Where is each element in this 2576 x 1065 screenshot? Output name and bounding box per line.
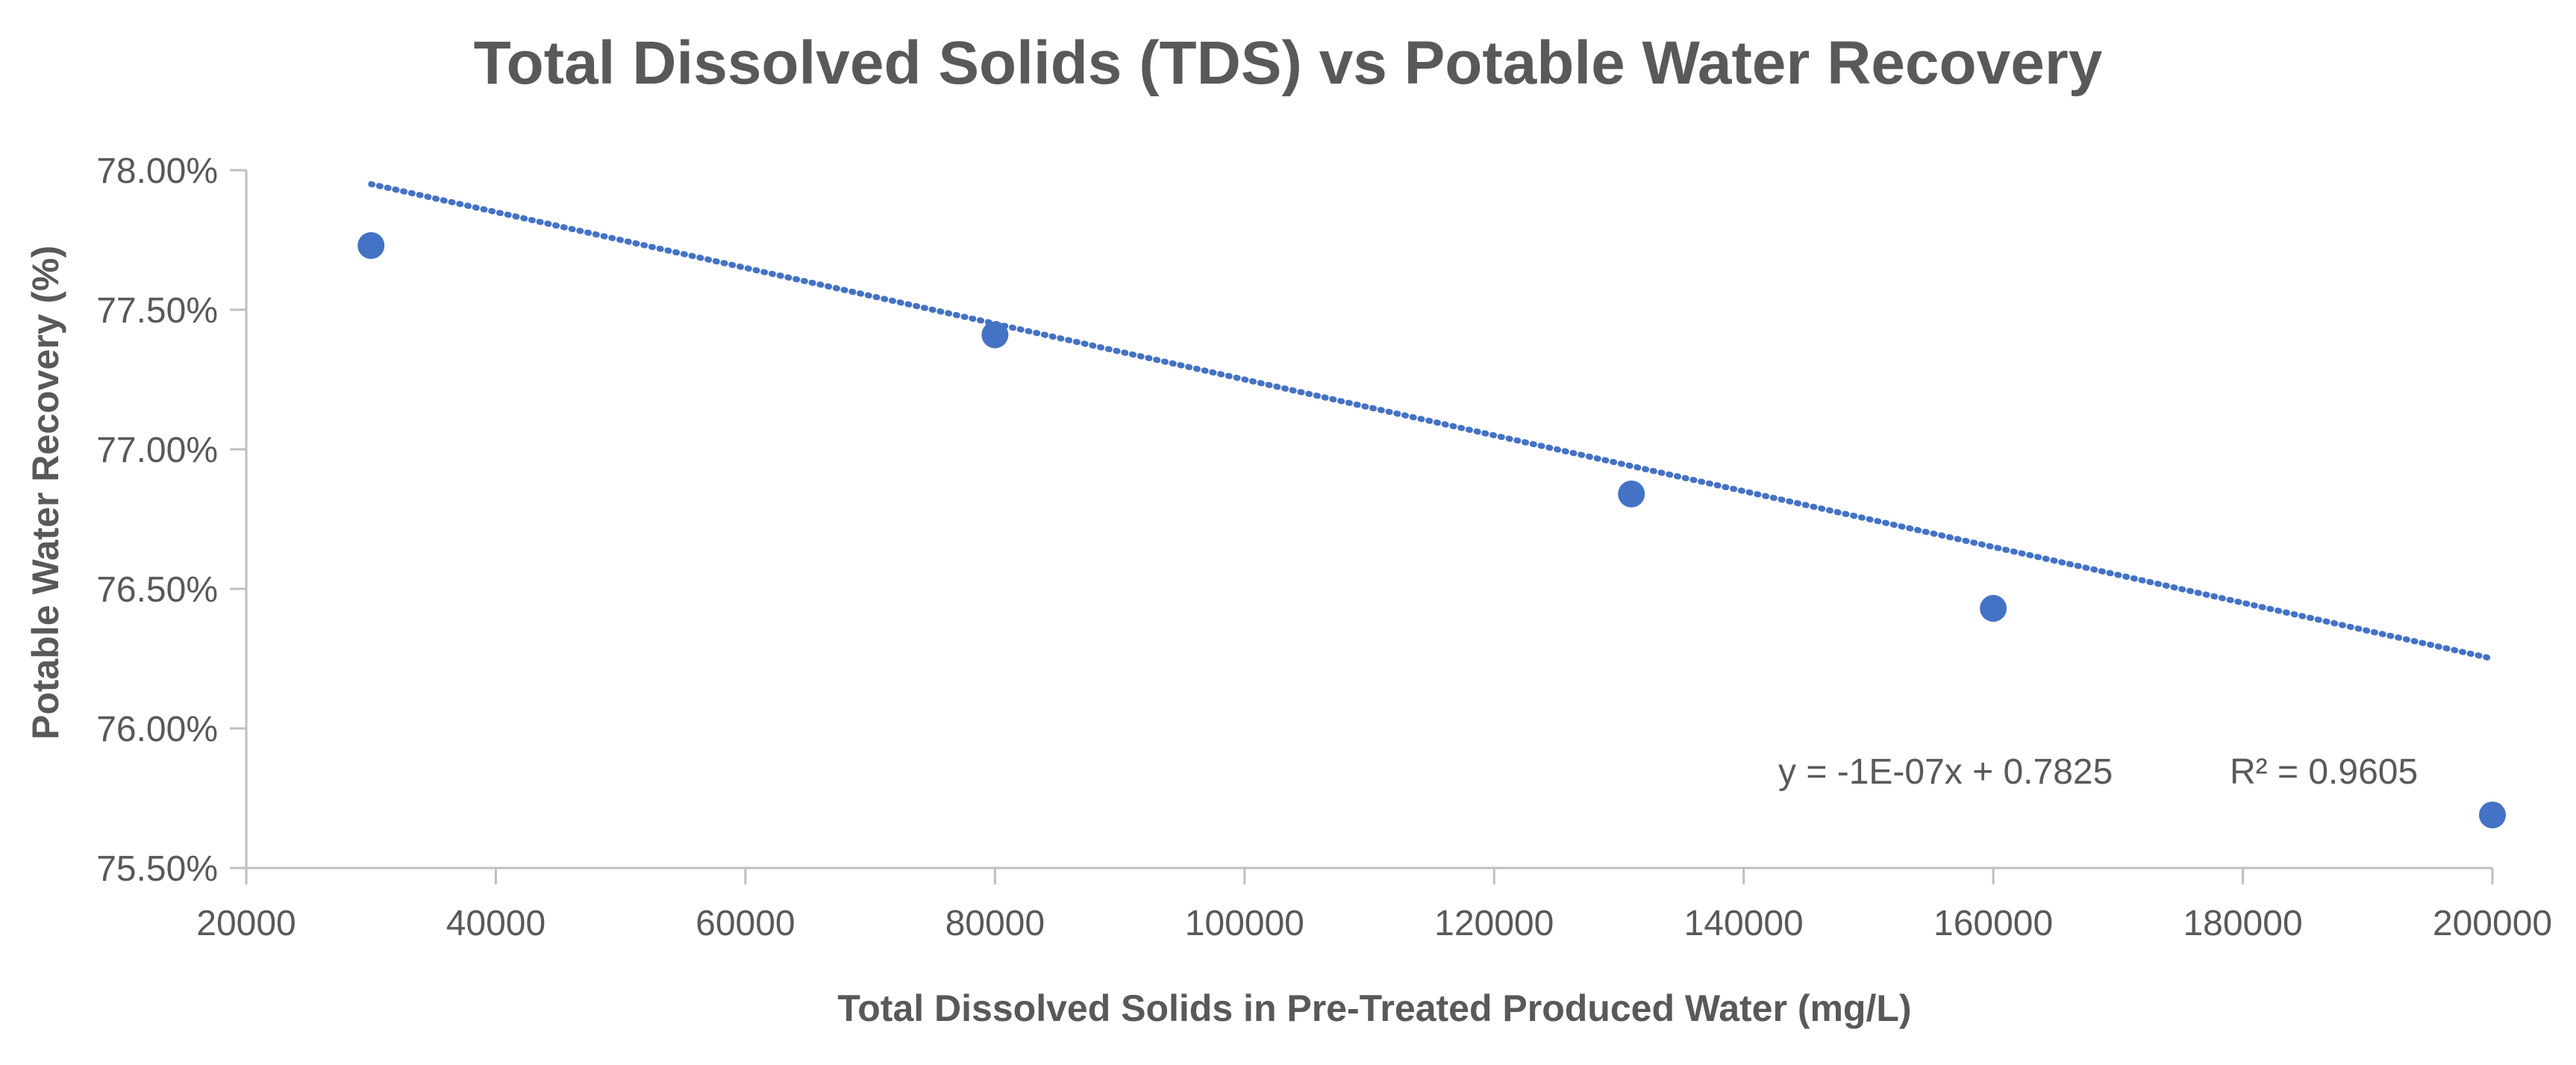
y-tick-label: 77.50% [96, 291, 218, 331]
trendline-group [368, 181, 2495, 662]
x-tick-label: 160000 [1933, 904, 2053, 943]
x-tick-label: 20000 [196, 904, 296, 943]
x-axis-ticks: 20000 40000 60000 80000 100000 120000 140000 16… [196, 868, 2552, 943]
y-axis-title: Potable Water Recovery (%) [25, 246, 66, 740]
x-axis-title: Total Dissolved Solids in Pre-Treated Pr… [837, 987, 1911, 1029]
x-tick-label: 200000 [2433, 904, 2552, 943]
y-tick-label: 76.00% [96, 710, 218, 749]
y-tick-label: 75.50% [96, 849, 218, 889]
y-axis-ticks: 75.50% 76.00% 76.50% 77.00% 77.50% 78.00% [96, 152, 246, 889]
x-tick-label: 100000 [1185, 904, 1304, 943]
data-point [357, 231, 385, 259]
x-tick-label: 40000 [446, 904, 545, 943]
chart-title: Total Dissolved Solids (TDS) vs Potable … [474, 29, 2103, 97]
y-tick-label: 76.50% [96, 570, 218, 610]
x-tick-label: 180000 [2183, 904, 2302, 943]
data-points [357, 231, 2506, 828]
data-point [981, 321, 1009, 349]
trendline-r-squared: R² = 0.9605 [2230, 752, 2418, 792]
x-tick-label: 80000 [945, 904, 1045, 943]
x-tick-label: 120000 [1434, 904, 1554, 943]
data-point [2479, 801, 2506, 828]
x-tick-label: 140000 [1684, 904, 1804, 943]
x-tick-label: 60000 [695, 904, 795, 943]
y-tick-label: 78.00% [96, 152, 218, 191]
y-tick-label: 77.00% [96, 431, 218, 470]
data-point [1980, 595, 2007, 622]
trendline-equation: y = -1E-07x + 0.7825 [1778, 752, 2113, 792]
trendline [368, 181, 2495, 662]
data-point [1618, 480, 1645, 507]
